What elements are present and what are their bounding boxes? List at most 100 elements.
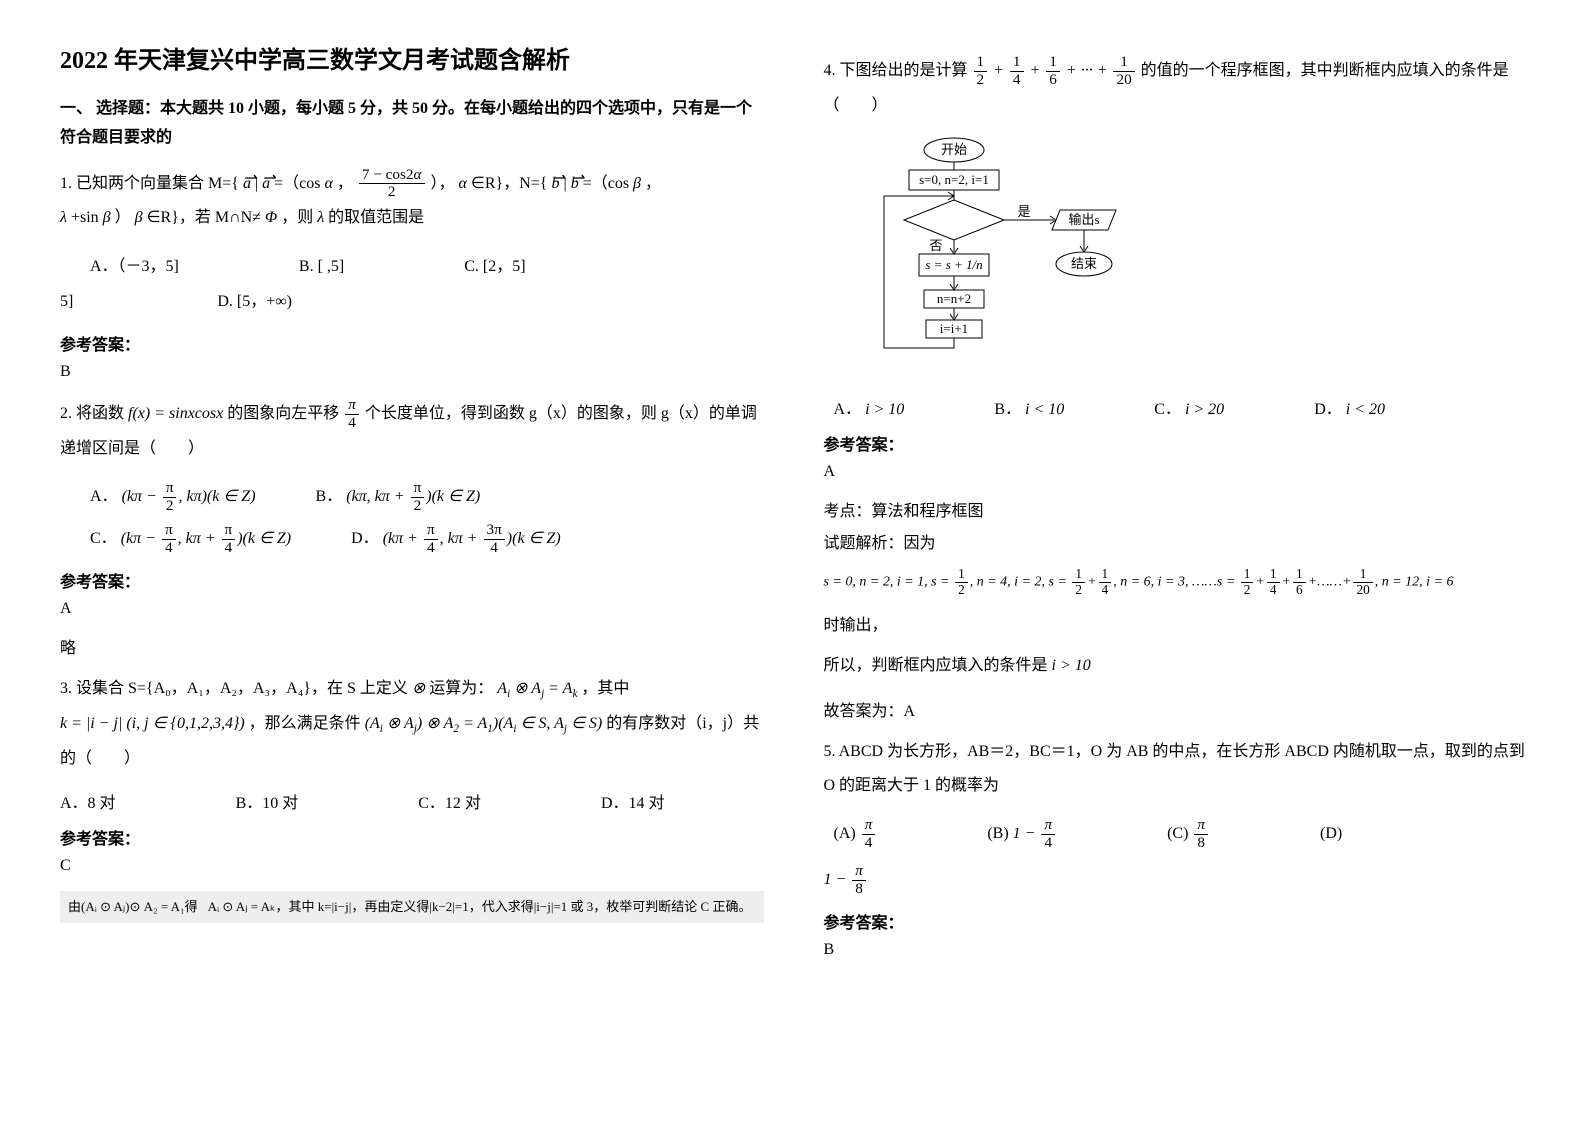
q4-explain-head: 试题解析：因为 — [824, 529, 1528, 553]
beta-icon: β — [103, 209, 111, 226]
q4-text: 4. 下图给出的是计算 — [824, 62, 968, 79]
q4-keypoint: 考点：算法和程序框图 — [824, 497, 1528, 521]
opt-label: B． — [994, 401, 1021, 418]
lambda-icon: λ — [60, 209, 67, 226]
answer-label: 参考答案： — [60, 568, 764, 592]
k-def: k = |i − j| (i, j ∈ {0,1,2,3,4}) — [60, 715, 245, 732]
q1-text: ） — [115, 209, 135, 226]
option-a: A．8 对 — [60, 789, 116, 813]
fraction: π4 — [345, 397, 359, 431]
lambda-icon: λ — [317, 209, 324, 226]
q2-answer: A — [60, 600, 764, 618]
option-b: B．10 对 — [236, 789, 299, 813]
q3-text: ，其中 — [581, 680, 629, 697]
flow-init: s=0, n=2, i=1 — [919, 172, 989, 187]
option-c-cont: 5] — [60, 293, 73, 310]
option-a: A． (kπ − π2, kπ)(k ∈ Z) — [90, 479, 256, 515]
page: 2022 年天津复兴中学高三数学文月考试题含解析 一、 选择题：本大题共 10 … — [60, 40, 1527, 975]
flow-end: 结束 — [1070, 256, 1096, 271]
q1-text: ）， — [431, 175, 459, 192]
flow-output: 输出s — [1068, 212, 1099, 227]
left-column: 2022 年天津复兴中学高三数学文月考试题含解析 一、 选择题：本大题共 10 … — [60, 40, 764, 975]
option-b: (B) 1 − π4 — [987, 816, 1057, 852]
q1-answer: B — [60, 363, 764, 381]
set-expr: Ai ⊗ Aj = Ak — [497, 680, 577, 697]
option-d: D． i < 20 — [1314, 395, 1385, 419]
q1-text: 的取值范围是 — [328, 209, 424, 226]
opt-label: (B) — [987, 825, 1008, 842]
opt-label: (A) — [834, 825, 856, 842]
q3-answer: C — [60, 857, 764, 875]
opt-label: C． — [1154, 401, 1181, 418]
q1-text: +sin — [71, 209, 99, 226]
function-expr: f(x) = sinxcosx — [128, 405, 227, 422]
sum-expr: 12 + 14 + 16 + ··· + 120 — [972, 62, 1141, 79]
phi-icon: Φ — [265, 209, 277, 226]
opt-label: C． — [90, 530, 117, 547]
q2-text: 2. 将函数 — [60, 405, 124, 422]
vector-b-icon: b⇀ — [551, 175, 559, 192]
q4-explain-math: s = 0, n = 2, i = 1, s = 12, n = 4, i = … — [824, 567, 1528, 597]
option-c: C. [2，5] — [464, 249, 525, 284]
question-4: 4. 下图给出的是计算 12 + 14 + 16 + ··· + 120 的值的… — [824, 54, 1528, 122]
q4-answer: A — [824, 463, 1528, 481]
q2-text: 的图象向左平移 — [227, 405, 339, 422]
flow-step3: i=i+1 — [939, 321, 967, 336]
q1-text: =（cos — [274, 175, 320, 192]
q1-options: A．（－3，5] B. [ ,5] C. [2，5] 5] D. [5，+∞) — [90, 249, 764, 319]
opt-math: i < 20 — [1346, 401, 1385, 418]
answer-label: 参考答案： — [60, 825, 764, 849]
option-a: A． i > 10 — [834, 395, 905, 419]
opt-label: (C) — [1167, 825, 1188, 842]
opt-math: i > 20 — [1185, 401, 1224, 418]
q1-text: ，则 — [281, 209, 313, 226]
option-d: D．14 对 — [601, 789, 665, 813]
operator-icon: ⊗ — [412, 680, 425, 697]
option-c: C． i > 20 — [1154, 395, 1224, 419]
question-3: 3. 设集合 S={A₀，A₁，A₂，A₃，A₄}，在 S 上定义 ⊗ 运算为：… — [60, 672, 764, 775]
question-5: 5. ABCD 为长方形，AB＝2，BC＝1，O 为 AB 的中点，在长方形 A… — [824, 735, 1528, 802]
question-1: 1. 已知两个向量集合 M={ a⇀ | a⇀ =（cos α ， 7 − co… — [60, 167, 764, 235]
answer-label: 参考答案： — [60, 331, 764, 355]
beta-icon: β — [135, 209, 143, 226]
note-left: 由(Aᵢ ⊙ Aⱼ)⊙ A₂ = A₁得 — [68, 897, 198, 917]
q1-text: ∈R}，若 M∩N≠ — [147, 209, 261, 226]
flow-step1: s = s + 1/n — [925, 257, 982, 272]
q4-conclusion: 所以，判断框内应填入的条件是 i > 10 — [824, 649, 1528, 683]
option-d: D． (kπ + π4, kπ + 3π4)(k ∈ Z) — [351, 521, 561, 557]
q1-text: =（cos — [583, 175, 629, 192]
q5-answer: B — [824, 941, 1528, 959]
right-column: 4. 下图给出的是计算 12 + 14 + 16 + ··· + 120 的值的… — [824, 40, 1528, 975]
option-b: B． i < 10 — [994, 395, 1064, 419]
concl-text: 所以，判断框内应填入的条件是 — [824, 657, 1048, 674]
q1-text: 1. 已知两个向量集合 M={ — [60, 175, 239, 192]
q3-note-box: 由(Aᵢ ⊙ Aⱼ)⊙ A₂ = A₁得 Aᵢ ⊙ Aⱼ = Aₖ，其中 k=|… — [60, 891, 764, 923]
q4-options: A． i > 10 B． i < 10 C． i > 20 D． i < 20 — [834, 395, 1528, 419]
flow-start: 开始 — [940, 142, 966, 157]
opt-label: D． — [1314, 401, 1342, 418]
flowchart-svg: 开始 s=0, n=2, i=1 是 输出s — [864, 136, 1144, 376]
opt-math: i < 10 — [1025, 401, 1064, 418]
option-c: C．12 对 — [418, 789, 481, 813]
section-heading: 一、 选择题：本大题共 10 小题，每小题 5 分，共 50 分。在每小题给出的… — [60, 95, 764, 153]
vector-a-icon: a⇀ — [243, 175, 251, 192]
option-c: C． (kπ − π4, kπ + π4)(k ∈ Z) — [90, 521, 291, 557]
vector-a-icon: a⇀ — [262, 175, 270, 192]
question-2: 2. 将函数 f(x) = sinxcosx 的图象向左平移 π4 个长度单位，… — [60, 397, 764, 465]
q4-explain-tail: 时输出， — [824, 611, 1528, 635]
opt-label: B． — [316, 488, 343, 505]
q1-text: ， — [645, 175, 661, 192]
q2-options: A． (kπ − π2, kπ)(k ∈ Z) B． (kπ, kπ + π2)… — [90, 479, 764, 556]
flow-step2: n=n+2 — [936, 291, 970, 306]
opt-math: i > 10 — [865, 401, 904, 418]
q5-options: (A) π4 (B) 1 − π4 (C) π8 (D) 1 − π8 — [834, 816, 1528, 897]
q3-text: 3. 设集合 S={A₀，A₁，A₂，A₃，A₄}，在 S 上定义 — [60, 680, 408, 697]
flow-no: 否 — [929, 238, 942, 253]
option-d: D. [5，+∞) — [217, 293, 292, 310]
q2-extra: 略 — [60, 634, 764, 658]
option-d-cont: 1 − π8 — [824, 862, 1528, 898]
option-b: B． (kπ, kπ + π2)(k ∈ Z) — [316, 479, 481, 515]
cond-expr: (Ai ⊗ Aj) ⊗ A2 = A1)(Ai ∈ S, Aj ∈ S) — [365, 715, 603, 732]
opt-label: A． — [90, 488, 118, 505]
q3-options: A．8 对 B．10 对 C．12 对 D．14 对 — [60, 789, 764, 813]
